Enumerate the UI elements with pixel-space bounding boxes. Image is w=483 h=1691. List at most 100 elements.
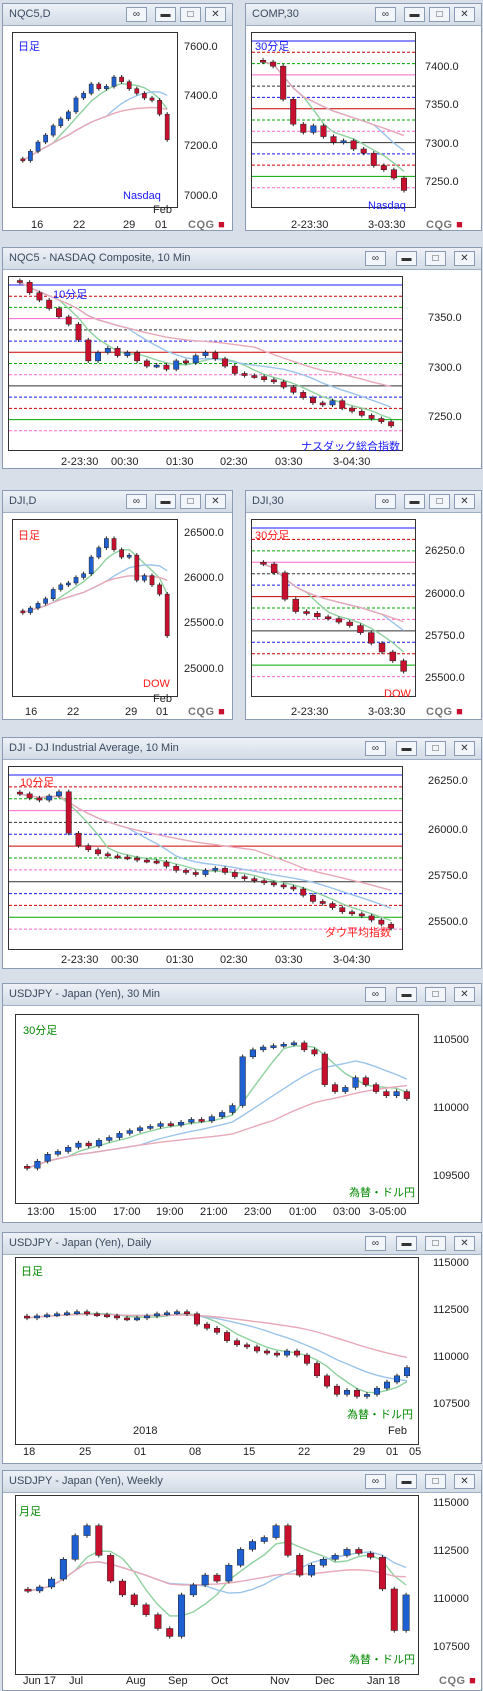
close-button[interactable]: ✕ [454, 7, 475, 22]
candle [280, 65, 287, 100]
candle [388, 421, 395, 427]
minimize-button[interactable]: ▬ [404, 494, 425, 509]
x-tick: 3-04:30 [333, 954, 371, 966]
chart-plot[interactable] [15, 1257, 419, 1445]
candle [329, 400, 336, 406]
maximize-button[interactable]: □ [425, 987, 446, 1002]
link-icon[interactable]: ∞ [365, 1236, 386, 1251]
chart-plot[interactable] [8, 276, 403, 451]
candle [204, 1323, 210, 1329]
candle [20, 158, 26, 162]
chart-plot[interactable] [251, 32, 416, 208]
window-titlebar[interactable]: USDJPY - Japan (Yen), Daily ∞ ▬ □ ✕ [3, 1233, 481, 1255]
close-button[interactable]: ✕ [454, 1474, 475, 1489]
candle [59, 1559, 67, 1580]
candle [81, 573, 86, 578]
maximize-button[interactable]: □ [429, 7, 450, 22]
maximize-button[interactable]: □ [425, 251, 446, 266]
chart-plot[interactable] [251, 519, 416, 697]
candle [281, 572, 289, 600]
minimize-button[interactable]: ▬ [396, 1474, 417, 1489]
window-titlebar[interactable]: USDJPY - Japan (Yen), 30 Min ∞ ▬ □ ✕ [3, 984, 481, 1006]
candle [403, 1091, 410, 1099]
link-icon[interactable]: ∞ [126, 494, 147, 509]
candle [66, 111, 71, 120]
candle [349, 911, 355, 915]
close-button[interactable]: ✕ [454, 1236, 475, 1251]
moving-average-line [27, 1561, 407, 1592]
candle [368, 632, 375, 644]
window-titlebar[interactable]: COMP,30 ∞ ▬ □ ✕ [246, 4, 481, 26]
candle [130, 1594, 138, 1606]
close-button[interactable]: ✕ [454, 987, 475, 1002]
chart-plot[interactable] [12, 519, 178, 697]
candle [374, 1387, 380, 1395]
link-icon[interactable]: ∞ [365, 741, 386, 756]
candle [65, 791, 72, 834]
chart-plot[interactable] [15, 1495, 419, 1675]
minimize-button[interactable]: ▬ [396, 741, 417, 756]
moving-average-line [262, 61, 405, 137]
minimize-button[interactable]: ▬ [155, 7, 176, 22]
minimize-button[interactable]: ▬ [396, 987, 417, 1002]
close-button[interactable]: ✕ [454, 741, 475, 756]
moving-average-line [22, 575, 168, 614]
window-titlebar[interactable]: USDJPY - Japan (Yen), Weekly ∞ ▬ □ ✕ [3, 1471, 481, 1493]
period-label: 日足 [18, 41, 40, 53]
chart-plot[interactable] [12, 32, 178, 208]
link-icon[interactable]: ∞ [126, 7, 147, 22]
candle [335, 618, 343, 623]
moving-average-line [19, 281, 392, 420]
instrument-label: Nasdaq [368, 200, 406, 212]
close-button[interactable]: ✕ [205, 494, 226, 509]
maximize-button[interactable]: □ [425, 1474, 446, 1489]
chart-plot[interactable] [15, 1014, 419, 1204]
candle [248, 1541, 256, 1550]
candle [107, 1555, 115, 1582]
minimize-button[interactable]: ▬ [404, 7, 425, 22]
y-tick: 7250.0 [425, 176, 459, 188]
candle [46, 795, 53, 801]
window-titlebar[interactable]: DJI,D ∞ ▬ □ ✕ [3, 491, 232, 513]
candle [95, 1140, 103, 1147]
x-tick-extra: Feb [388, 1425, 407, 1437]
window-titlebar[interactable]: DJI - DJ Industrial Average, 10 Min ∞ ▬ … [3, 738, 481, 760]
minimize-button[interactable]: ▬ [155, 494, 176, 509]
maximize-button[interactable]: □ [425, 741, 446, 756]
maximize-button[interactable]: □ [180, 494, 201, 509]
minimize-button[interactable]: ▬ [396, 1236, 417, 1251]
candle [95, 849, 101, 855]
close-button[interactable]: ✕ [454, 251, 475, 266]
candle [311, 1049, 318, 1055]
close-button[interactable]: ✕ [205, 7, 226, 22]
candle [184, 1311, 190, 1315]
x-tick: 2-23:30 [61, 456, 99, 468]
chart-plot[interactable] [8, 766, 403, 950]
candle [261, 880, 268, 884]
maximize-button[interactable]: □ [429, 494, 450, 509]
x-tick: 03:30 [275, 954, 303, 966]
maximize-button[interactable]: □ [425, 1236, 446, 1251]
candle [35, 603, 41, 609]
candle [24, 1588, 32, 1592]
candle [331, 1555, 339, 1560]
link-icon[interactable]: ∞ [365, 251, 386, 266]
maximize-button[interactable]: □ [180, 7, 201, 22]
candle [241, 876, 248, 879]
close-button[interactable]: ✕ [454, 494, 475, 509]
window-titlebar[interactable]: NQC5,D ∞ ▬ □ ✕ [3, 4, 232, 26]
link-icon[interactable]: ∞ [365, 987, 386, 1002]
link-icon[interactable]: ∞ [375, 7, 396, 22]
window-titlebar[interactable]: DJI,30 ∞ ▬ □ ✕ [246, 491, 481, 513]
candle [28, 607, 33, 613]
x-tick: 01:00 [289, 1206, 317, 1218]
candle [400, 660, 407, 672]
window-titlebar[interactable]: NQC5 - NASDAQ Composite, 10 Min ∞ ▬ □ ✕ [3, 248, 481, 270]
link-icon[interactable]: ∞ [365, 1474, 386, 1489]
candle [388, 923, 395, 929]
y-tick: 25500.0 [425, 672, 465, 684]
candle [149, 97, 155, 101]
minimize-button[interactable]: ▬ [396, 251, 417, 266]
link-icon[interactable]: ∞ [375, 494, 396, 509]
candle [389, 651, 397, 662]
